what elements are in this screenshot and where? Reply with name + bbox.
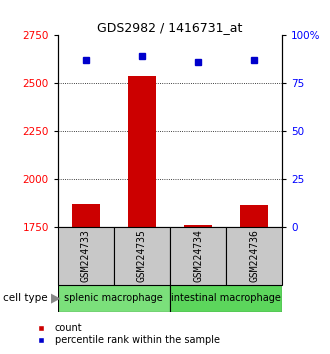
Bar bbox=[72, 204, 100, 227]
Bar bbox=[170, 227, 226, 285]
Text: GSM224734: GSM224734 bbox=[193, 229, 203, 282]
Bar bbox=[114, 227, 170, 285]
Bar bbox=[58, 285, 170, 312]
Text: GSM224735: GSM224735 bbox=[137, 229, 147, 282]
Text: ▶: ▶ bbox=[51, 292, 61, 305]
Text: GSM224736: GSM224736 bbox=[249, 229, 259, 282]
Bar bbox=[240, 205, 268, 227]
Bar bbox=[184, 225, 212, 227]
Bar bbox=[226, 227, 282, 285]
Legend: count, percentile rank within the sample: count, percentile rank within the sample bbox=[31, 324, 219, 346]
Text: GSM224733: GSM224733 bbox=[81, 229, 91, 282]
Title: GDS2982 / 1416731_at: GDS2982 / 1416731_at bbox=[97, 21, 243, 34]
Bar bbox=[128, 76, 156, 227]
Bar bbox=[170, 285, 282, 312]
Text: cell type: cell type bbox=[3, 293, 48, 303]
Text: intestinal macrophage: intestinal macrophage bbox=[171, 293, 281, 303]
Text: splenic macrophage: splenic macrophage bbox=[64, 293, 163, 303]
Bar bbox=[58, 227, 114, 285]
